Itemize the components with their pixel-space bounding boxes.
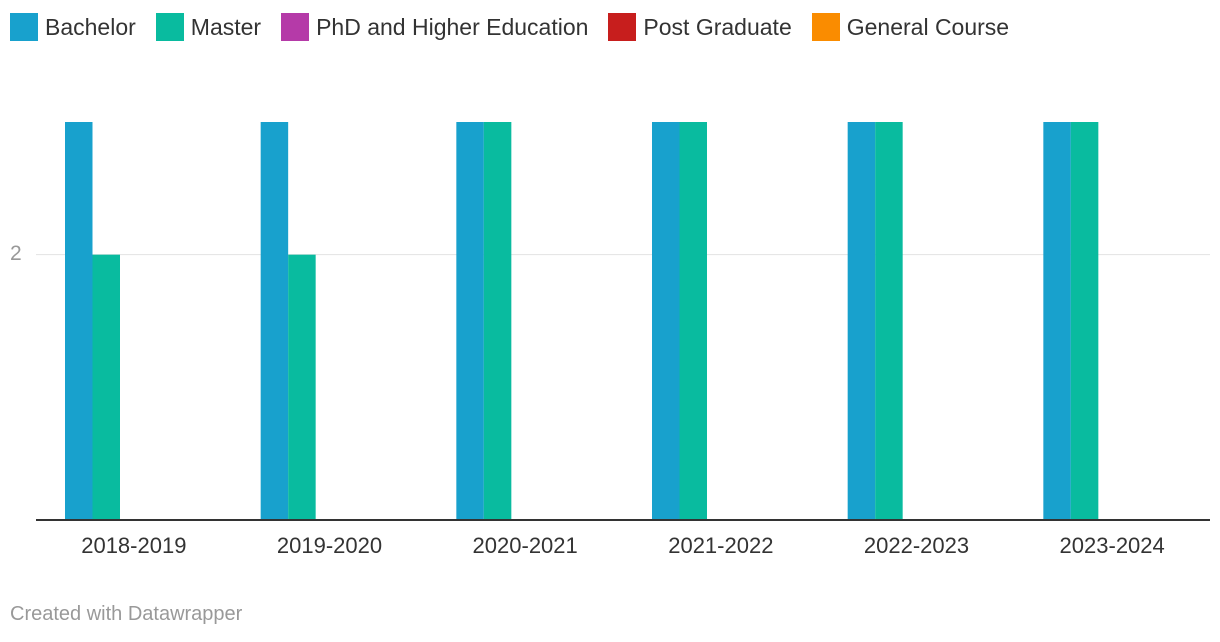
bar-master [875,122,903,520]
bar-master [1070,122,1099,520]
legend-swatch-bachelor [10,13,38,41]
legend-item-master: Master [155,13,262,41]
x-tick-label: 2020-2021 [473,533,578,558]
y-tick-label: 2 [10,242,22,265]
legend-swatch-master [155,13,184,41]
x-tick-label: 2023-2024 [1060,533,1165,558]
x-tick-label: 2022-2023 [864,533,969,558]
bar-master [679,122,707,520]
legend-item-bachelor: Bachelor [10,13,136,41]
bar-bachelor [847,122,876,520]
credit-text: Created with Datawrapper [10,603,243,625]
legend-label-post-graduate: Post Graduate [643,13,792,40]
legend-label-master: Master [190,13,262,40]
legend-item-post-graduate: Post Graduate [608,13,792,41]
legend: Bachelor Master PhD and Higher Education… [10,11,1029,43]
bar-bachelor [65,122,93,520]
legend-swatch-general-course [811,13,840,41]
legend-swatch-phd [281,13,310,41]
legend-swatch-post-graduate [608,13,637,41]
legend-label-bachelor: Bachelor [45,13,136,40]
bar-master [92,254,120,520]
x-tick-label: 2018-2019 [81,533,186,558]
legend-item-phd: PhD and Higher Education [281,13,588,41]
bar-bachelor [652,122,680,520]
legend-label-phd: PhD and Higher Education [316,13,589,40]
bar-bachelor [1043,122,1071,520]
bar-bachelor [456,122,484,520]
x-tick-label: 2019-2020 [277,533,382,558]
bar-master [483,122,512,520]
legend-item-general-course: General Course [811,13,1010,41]
x-tick-label: 2021-2022 [668,533,773,558]
bar-master [288,254,316,520]
legend-label-general-course: General Course [846,13,1010,40]
bar-bachelor [260,122,289,520]
